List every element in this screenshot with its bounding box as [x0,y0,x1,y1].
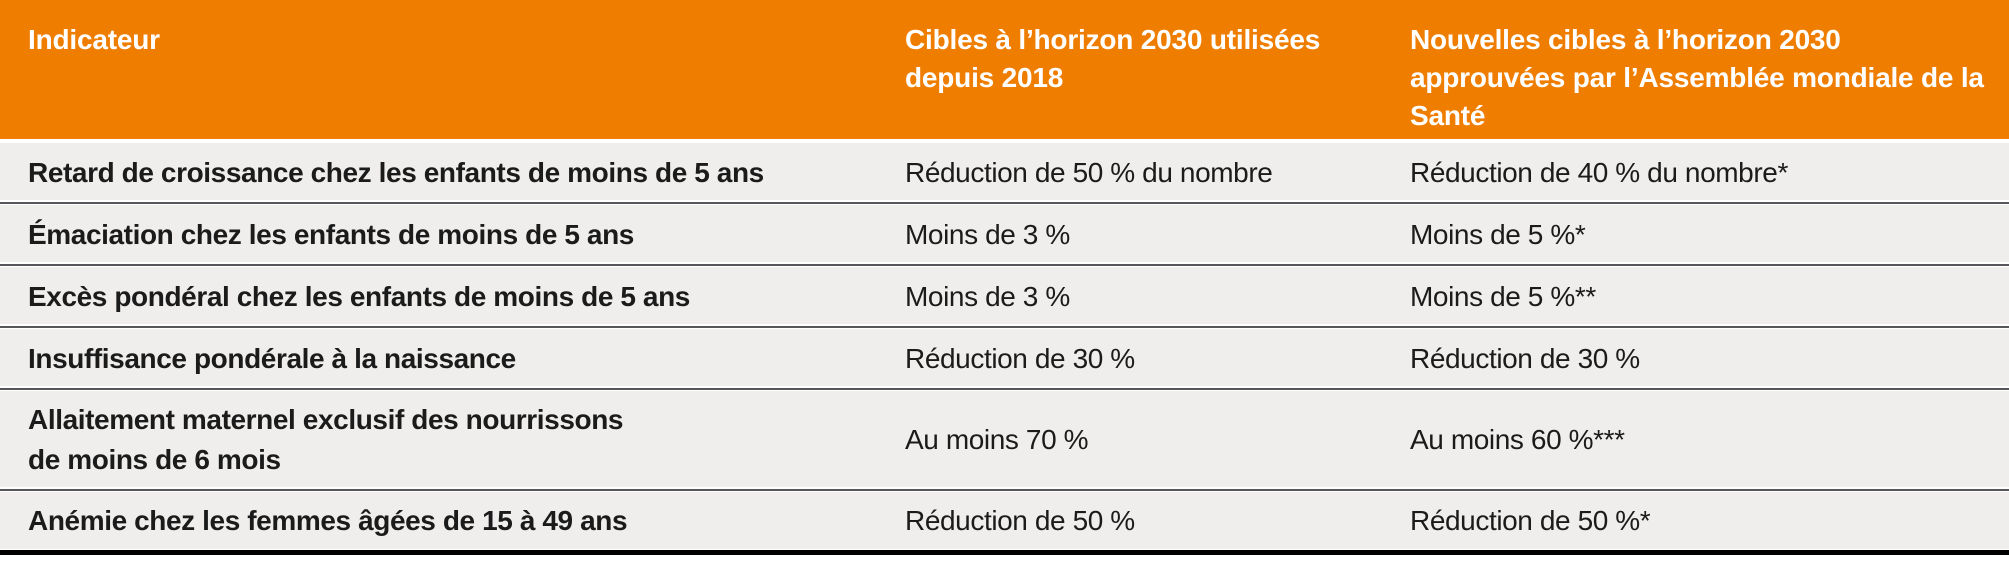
table-header-row: Indicateur Cibles à l’horizon 2030 utili… [0,0,2009,139]
target-2018-cell: Au moins 70 % [905,424,1089,455]
target-2018-cell: Réduction de 50 % [905,505,1135,536]
table-body: Retard de croissance chez les enfants de… [0,143,2009,555]
target-2018-cell: Moins de 3 % [905,280,1070,312]
indicator-cell: Retard de croissance chez les enfants de… [28,156,764,188]
target-2018-cell: Moins de 3 % [905,218,1070,250]
new-target-cell: Réduction de 30 % [1410,342,1640,374]
table-row: Retard de croissance chez les enfants de… [0,143,2009,204]
column-header-indicateur: Indicateur [28,24,160,55]
table-row: Excès pondéral chez les enfants de moins… [0,267,2009,328]
indicator-cell: Allaitement maternel exclusif des nourri… [28,404,624,475]
column-header-cibles-2018: Cibles à l’horizon 2030 utilisées depuis… [905,24,1321,93]
target-2018-cell: Réduction de 30 % [905,342,1135,374]
indicator-cell: Excès pondéral chez les enfants de moins… [28,280,690,312]
new-target-cell: Moins de 5 %* [1410,218,1586,250]
table-row: Anémie chez les femmes âgées de 15 à 49 … [0,492,2009,555]
indicator-cell: Insuffisance pondérale à la naissance [28,342,516,374]
table-row: Allaitement maternel exclusif des nourri… [0,391,2009,491]
table-row: Insuffisance pondérale à la naissance Ré… [0,329,2009,390]
new-target-cell: Réduction de 50 %* [1410,505,1651,536]
new-target-cell: Réduction de 40 % du nombre* [1410,156,1788,188]
indicator-cell: Anémie chez les femmes âgées de 15 à 49 … [28,505,628,536]
target-2018-cell: Réduction de 50 % du nombre [905,156,1273,188]
new-target-cell: Au moins 60 %*** [1410,424,1625,455]
column-header-nouvelles-cibles: Nouvelles cibles à l’horizon 2030 approu… [1410,24,1984,131]
table-row: Émaciation chez les enfants de moins de … [0,205,2009,266]
indicator-cell: Émaciation chez les enfants de moins de … [28,218,634,250]
new-target-cell: Moins de 5 %** [1410,280,1596,312]
